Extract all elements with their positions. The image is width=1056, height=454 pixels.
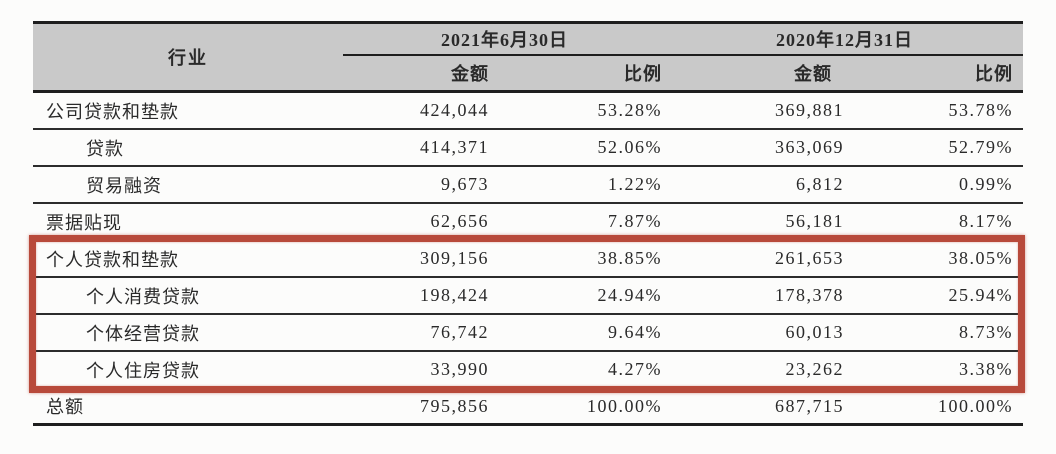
amount-2021-cell: 9,673 bbox=[441, 174, 489, 194]
amount-2021-cell: 62,656 bbox=[430, 211, 489, 231]
ratio-2020-cell: 100.00% bbox=[938, 395, 1013, 416]
amount-2020-cell: 261,653 bbox=[775, 248, 844, 268]
amount-2020-cell: 178,378 bbox=[775, 285, 844, 305]
amount-header-2021: 金额 bbox=[451, 64, 489, 84]
amount-2021-cell: 76,742 bbox=[430, 322, 489, 342]
ratio-2020-cell: 8.73% bbox=[959, 322, 1013, 342]
subheader-row: 金额 比例 金额 比例 bbox=[343, 54, 1023, 90]
ratio-2021-cell: 7.87% bbox=[608, 211, 662, 231]
ratio-2020-cell: 25.94% bbox=[948, 285, 1013, 305]
ratio-2021-cell: 9.64% bbox=[608, 322, 662, 342]
date-group-2020: 2020年12月31日 bbox=[776, 30, 913, 50]
table-row: 公司贷款和垫款 424,044 53.28% 369,881 53.78% bbox=[33, 93, 1023, 130]
amount-2021-cell: 424,044 bbox=[420, 100, 489, 120]
amount-2020-cell: 363,069 bbox=[775, 137, 844, 157]
date-group-2021: 2021年6月30日 bbox=[441, 30, 568, 50]
ratio-2020-cell: 8.17% bbox=[959, 211, 1013, 231]
table-row: 个人贷款和垫款 309,156 38.85% 261,653 38.05% bbox=[33, 241, 1023, 278]
amount-2021-cell: 198,424 bbox=[420, 285, 489, 305]
amount-2020-cell: 687,715 bbox=[775, 395, 844, 416]
ratio-2020-cell: 53.78% bbox=[948, 100, 1013, 120]
ratio-2020-cell: 0.99% bbox=[959, 174, 1013, 194]
amount-2020-cell: 6,812 bbox=[796, 174, 844, 194]
industry-column-header: 行业 bbox=[168, 48, 208, 68]
row-label: 个人消费贷款 bbox=[86, 286, 200, 307]
amount-2021-cell: 414,371 bbox=[420, 137, 489, 157]
row-label: 个人住房贷款 bbox=[86, 360, 200, 381]
row-label: 贷款 bbox=[86, 138, 124, 159]
table-row: 贷款 414,371 52.06% 363,069 52.79% bbox=[33, 130, 1023, 167]
row-label: 票据贴现 bbox=[46, 212, 122, 233]
ratio-header-2020: 比例 bbox=[975, 64, 1013, 84]
amount-2020-cell: 56,181 bbox=[785, 211, 844, 231]
ratio-2021-cell: 1.22% bbox=[608, 174, 662, 194]
table-row: 个体经营贷款 76,742 9.64% 60,013 8.73% bbox=[33, 315, 1023, 352]
table-row-total: 总额 795,856 100.00% 687,715 100.00% bbox=[33, 389, 1023, 426]
row-label: 个人贷款和垫款 bbox=[46, 249, 179, 270]
amount-header-2020: 金额 bbox=[794, 64, 832, 84]
loan-breakdown-table: 行业 2021年6月30日 2020年12月31日 金额 比例 金额 比例 公司… bbox=[33, 21, 1023, 426]
amount-2020-cell: 60,013 bbox=[785, 322, 844, 342]
ratio-2021-cell: 53.28% bbox=[597, 100, 662, 120]
row-label: 贸易融资 bbox=[86, 175, 162, 196]
table-row: 贸易融资 9,673 1.22% 6,812 0.99% bbox=[33, 167, 1023, 204]
row-label: 总额 bbox=[46, 397, 84, 417]
date-group-row: 2021年6月30日 2020年12月31日 bbox=[343, 24, 1023, 54]
row-label: 公司贷款和垫款 bbox=[46, 101, 179, 122]
ratio-2021-cell: 52.06% bbox=[597, 137, 662, 157]
amount-2021-cell: 33,990 bbox=[430, 359, 489, 379]
ratio-2021-cell: 38.85% bbox=[597, 248, 662, 268]
ratio-2021-cell: 24.94% bbox=[597, 285, 662, 305]
row-label: 个体经营贷款 bbox=[86, 323, 200, 344]
amount-2021-cell: 795,856 bbox=[420, 395, 489, 416]
table-row: 票据贴现 62,656 7.87% 56,181 8.17% bbox=[33, 204, 1023, 241]
amount-2020-cell: 369,881 bbox=[775, 100, 844, 120]
ratio-2020-cell: 38.05% bbox=[948, 248, 1013, 268]
ratio-2021-cell: 100.00% bbox=[587, 395, 662, 416]
ratio-2020-cell: 52.79% bbox=[948, 137, 1013, 157]
ratio-2021-cell: 4.27% bbox=[608, 359, 662, 379]
table-row: 个人消费贷款 198,424 24.94% 178,378 25.94% bbox=[33, 278, 1023, 315]
table-row: 个人住房贷款 33,990 4.27% 23,262 3.38% bbox=[33, 352, 1023, 389]
header-right-section: 2021年6月30日 2020年12月31日 金额 比例 金额 比例 bbox=[343, 24, 1023, 90]
amount-2021-cell: 309,156 bbox=[420, 248, 489, 268]
ratio-header-2021: 比例 bbox=[624, 64, 662, 84]
amount-2020-cell: 23,262 bbox=[785, 359, 844, 379]
ratio-2020-cell: 3.38% bbox=[959, 359, 1013, 379]
table-header: 行业 2021年6月30日 2020年12月31日 金额 比例 金额 比例 bbox=[33, 21, 1023, 93]
